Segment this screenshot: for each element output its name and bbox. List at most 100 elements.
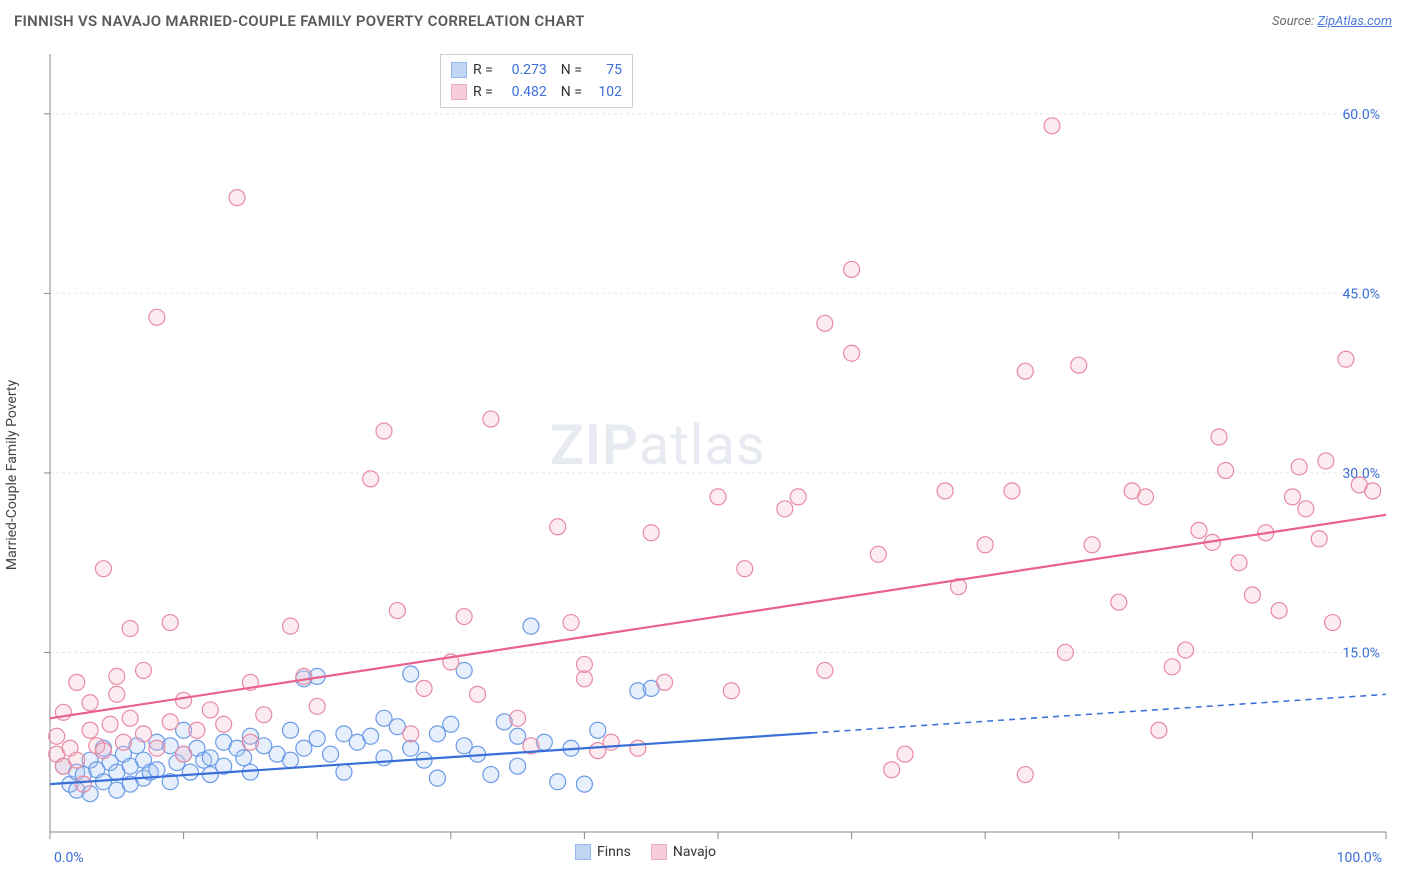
data-point-navajo [176, 746, 192, 762]
data-point-navajo [149, 309, 165, 325]
data-point-finns [376, 750, 392, 766]
data-point-navajo [737, 561, 753, 577]
legend-r-label: R = [473, 81, 493, 103]
data-point-navajo [363, 471, 379, 487]
data-point-navajo [470, 686, 486, 702]
data-point-navajo [456, 609, 472, 625]
data-point-navajo [1004, 483, 1020, 499]
legend-item-navajo: Navajo [651, 844, 716, 860]
legend-n-value: 102 [588, 81, 622, 103]
data-point-navajo [710, 489, 726, 505]
data-point-finns [242, 764, 258, 780]
data-point-navajo [1218, 463, 1234, 479]
chart-source: Source: ZipAtlas.com [1272, 14, 1392, 29]
data-point-navajo [844, 261, 860, 277]
data-point-navajo [1365, 483, 1381, 499]
data-point-finns [510, 728, 526, 744]
data-point-navajo [115, 734, 131, 750]
chart-header: FINNISH VS NAVAJO MARRIED-COUPLE FAMILY … [0, 0, 1406, 42]
data-point-navajo [1284, 489, 1300, 505]
data-point-navajo [242, 734, 258, 750]
data-point-navajo [576, 671, 592, 687]
data-point-navajo [109, 668, 125, 684]
data-point-navajo [1311, 531, 1327, 547]
legend-swatch-icon [451, 84, 467, 100]
data-point-navajo [229, 190, 245, 206]
data-point-finns [336, 764, 352, 780]
data-point-finns [403, 740, 419, 756]
data-point-navajo [576, 656, 592, 672]
data-point-navajo [884, 762, 900, 778]
data-point-navajo [1138, 489, 1154, 505]
data-point-finns [590, 722, 606, 738]
legend-item-finns: Finns [575, 844, 631, 860]
data-point-navajo [122, 710, 138, 726]
data-point-finns [363, 728, 379, 744]
data-point-finns [236, 750, 252, 766]
y-tick-label: 60.0% [1342, 107, 1380, 123]
data-point-navajo [1044, 118, 1060, 134]
legend-n-value: 75 [588, 59, 622, 81]
data-point-navajo [1191, 522, 1207, 538]
data-point-navajo [216, 716, 232, 732]
legend-n-label: N = [561, 59, 582, 81]
source-link[interactable]: ZipAtlas.com [1317, 14, 1392, 29]
data-point-finns [182, 764, 198, 780]
data-point-finns [309, 731, 325, 747]
data-point-navajo [82, 722, 98, 738]
data-point-navajo [1231, 555, 1247, 571]
data-point-navajo [483, 411, 499, 427]
data-point-navajo [723, 683, 739, 699]
data-point-navajo [777, 501, 793, 517]
data-point-finns [429, 770, 445, 786]
data-point-navajo [109, 686, 125, 702]
data-point-navajo [376, 423, 392, 439]
data-point-navajo [1291, 459, 1307, 475]
data-point-navajo [136, 726, 152, 742]
data-point-navajo [69, 752, 85, 768]
data-point-navajo [256, 707, 272, 723]
legend-swatch-icon [451, 62, 467, 78]
data-point-navajo [389, 603, 405, 619]
data-point-navajo [1211, 429, 1227, 445]
data-point-navajo [1017, 767, 1033, 783]
legend-r-value: 0.482 [499, 81, 547, 103]
data-point-navajo [1111, 594, 1127, 610]
data-point-finns [576, 776, 592, 792]
data-point-navajo [122, 621, 138, 637]
data-point-finns [523, 618, 539, 634]
legend-swatch-icon [575, 844, 591, 860]
data-point-navajo [282, 618, 298, 634]
data-point-finns [550, 774, 566, 790]
y-tick-label: 15.0% [1342, 645, 1380, 661]
data-point-navajo [149, 740, 165, 756]
data-point-navajo [82, 695, 98, 711]
data-point-navajo [102, 716, 118, 732]
data-point-finns [443, 716, 459, 732]
data-point-navajo [657, 674, 673, 690]
data-point-navajo [162, 714, 178, 730]
data-point-navajo [1071, 357, 1087, 373]
data-point-navajo [296, 668, 312, 684]
correlation-legend: R =0.273N =75R =0.482N =102 [440, 54, 633, 108]
data-point-navajo [1338, 351, 1354, 367]
data-point-navajo [202, 702, 218, 718]
data-point-navajo [403, 726, 419, 742]
data-point-navajo [49, 728, 65, 744]
data-point-navajo [977, 537, 993, 553]
data-point-navajo [1178, 642, 1194, 658]
data-point-navajo [416, 680, 432, 696]
data-point-navajo [1017, 363, 1033, 379]
data-point-finns [510, 758, 526, 774]
data-point-navajo [510, 710, 526, 726]
data-point-navajo [844, 345, 860, 361]
legend-r-value: 0.273 [499, 59, 547, 81]
legend-series-name: Finns [597, 844, 631, 860]
data-point-finns [403, 666, 419, 682]
data-point-navajo [1318, 453, 1334, 469]
y-axis-label: Married-Couple Family Poverty [4, 380, 20, 570]
data-point-navajo [1164, 659, 1180, 675]
data-point-navajo [95, 561, 111, 577]
data-point-finns [282, 752, 298, 768]
data-point-navajo [1325, 615, 1341, 631]
